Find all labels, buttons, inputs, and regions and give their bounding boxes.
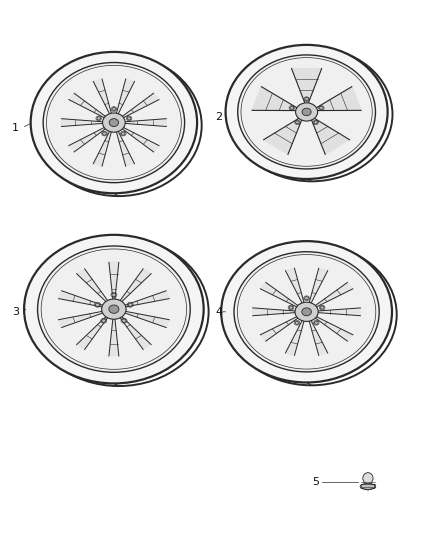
Ellipse shape: [226, 45, 388, 179]
Polygon shape: [93, 128, 112, 166]
Polygon shape: [286, 318, 305, 356]
Polygon shape: [93, 79, 112, 117]
Polygon shape: [59, 291, 106, 308]
Ellipse shape: [320, 306, 324, 309]
Polygon shape: [77, 269, 110, 304]
Polygon shape: [314, 308, 360, 316]
Polygon shape: [312, 282, 353, 309]
Ellipse shape: [112, 108, 116, 111]
Polygon shape: [286, 268, 305, 306]
Ellipse shape: [102, 113, 125, 132]
Ellipse shape: [363, 473, 373, 484]
Ellipse shape: [121, 132, 125, 135]
Text: 5: 5: [312, 478, 319, 487]
Ellipse shape: [314, 321, 318, 325]
Polygon shape: [121, 311, 169, 327]
Ellipse shape: [314, 121, 318, 124]
Ellipse shape: [31, 52, 197, 193]
Ellipse shape: [102, 299, 126, 319]
Text: 4: 4: [215, 307, 223, 317]
Polygon shape: [315, 87, 361, 110]
Polygon shape: [292, 69, 321, 104]
Ellipse shape: [128, 303, 132, 306]
Polygon shape: [308, 268, 328, 306]
Ellipse shape: [289, 306, 293, 309]
Ellipse shape: [43, 62, 185, 183]
Ellipse shape: [296, 121, 299, 124]
Ellipse shape: [97, 117, 101, 120]
Ellipse shape: [360, 484, 376, 489]
Ellipse shape: [122, 319, 126, 322]
Polygon shape: [252, 87, 298, 110]
Ellipse shape: [234, 252, 379, 372]
Polygon shape: [120, 93, 159, 119]
Polygon shape: [118, 314, 151, 350]
Ellipse shape: [305, 98, 308, 101]
Ellipse shape: [109, 119, 119, 126]
Ellipse shape: [102, 132, 106, 135]
Polygon shape: [120, 126, 159, 152]
Text: 1: 1: [12, 123, 19, 133]
Polygon shape: [260, 315, 301, 341]
Ellipse shape: [238, 55, 375, 169]
Polygon shape: [116, 128, 134, 166]
Polygon shape: [253, 308, 299, 316]
Polygon shape: [118, 269, 151, 304]
Ellipse shape: [320, 107, 323, 109]
Polygon shape: [59, 311, 106, 327]
Polygon shape: [121, 119, 166, 126]
Polygon shape: [116, 79, 134, 117]
Ellipse shape: [302, 308, 311, 316]
Ellipse shape: [296, 103, 318, 121]
Ellipse shape: [109, 305, 119, 313]
Ellipse shape: [290, 107, 293, 109]
Polygon shape: [361, 483, 375, 490]
Polygon shape: [109, 316, 119, 356]
Ellipse shape: [112, 293, 116, 296]
Polygon shape: [308, 318, 328, 356]
Polygon shape: [61, 119, 106, 126]
Ellipse shape: [102, 319, 106, 322]
Polygon shape: [260, 282, 301, 309]
Polygon shape: [121, 291, 169, 308]
Ellipse shape: [95, 303, 99, 306]
Polygon shape: [69, 93, 108, 119]
Ellipse shape: [295, 321, 299, 325]
Ellipse shape: [127, 117, 131, 120]
Ellipse shape: [302, 108, 311, 116]
Text: 2: 2: [215, 112, 223, 122]
Polygon shape: [77, 314, 110, 350]
Ellipse shape: [38, 246, 190, 372]
Ellipse shape: [305, 297, 308, 300]
Ellipse shape: [221, 241, 392, 383]
Text: 3: 3: [12, 307, 19, 317]
Polygon shape: [311, 118, 350, 154]
Polygon shape: [312, 315, 353, 341]
Polygon shape: [109, 262, 119, 303]
Ellipse shape: [24, 235, 204, 383]
Polygon shape: [69, 126, 108, 152]
Polygon shape: [264, 118, 302, 154]
Ellipse shape: [295, 302, 318, 321]
